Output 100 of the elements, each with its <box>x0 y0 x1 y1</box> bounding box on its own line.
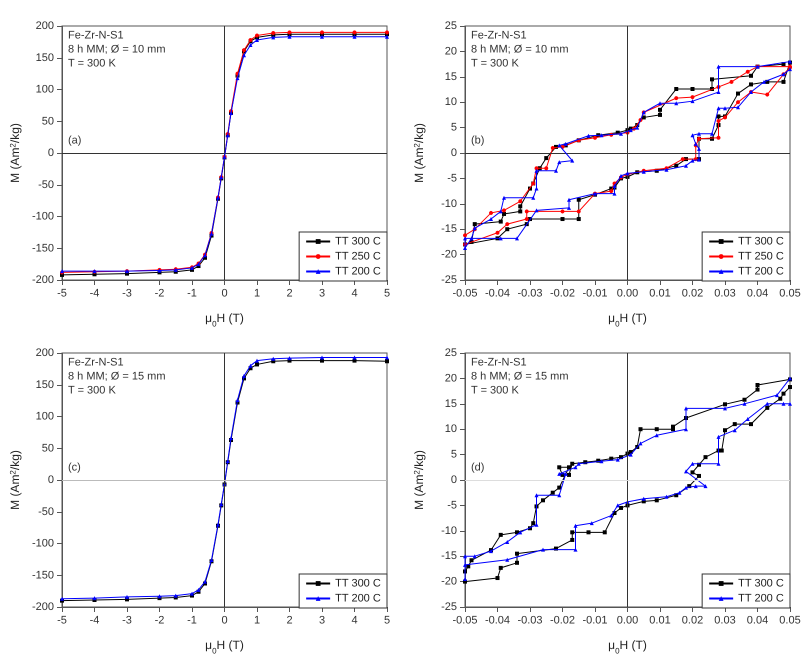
y-axis-title: M (Am2/kg) <box>412 450 426 510</box>
x-tick-label: 0.02 <box>682 614 704 626</box>
y-tick-label: 0 <box>48 147 54 159</box>
legend-label: TT 200 C <box>738 266 784 278</box>
y-tick-label: 150 <box>36 52 54 64</box>
y-tick-label: -15 <box>441 223 457 236</box>
y-tick-label: 25 <box>444 347 457 359</box>
x-tick-label: -4 <box>90 614 100 626</box>
x-tick-label: -0.04 <box>484 288 510 300</box>
x-tick-label: 0.02 <box>682 288 704 300</box>
x-tick-label: -5 <box>57 288 67 300</box>
x-tick-label: 0.03 <box>714 614 736 626</box>
annotation: T = 300 K <box>471 58 520 70</box>
y-tick-label: -50 <box>38 178 54 191</box>
x-tick-label: 4 <box>351 614 358 626</box>
x-tick-label: 5 <box>384 288 390 300</box>
annotation: T = 300 K <box>68 58 116 70</box>
x-tick-label: 0.04 <box>746 288 768 300</box>
y-tick-label: 5 <box>450 122 457 134</box>
y-tick-label: -20 <box>441 248 457 261</box>
x-tick-label: -0.03 <box>517 288 543 300</box>
x-tick-label: 4 <box>351 288 358 300</box>
y-tick-label: -150 <box>32 569 54 582</box>
annotation: 8 h MM; Ø = 10 mm <box>471 44 568 56</box>
y-tick-label: -10 <box>441 524 457 537</box>
y-tick-label: 50 <box>42 442 54 454</box>
x-tick-label: 0.05 <box>779 614 801 626</box>
y-tick-label: -5 <box>447 499 457 512</box>
y-tick-label: 200 <box>36 347 54 359</box>
x-tick-label: -0.02 <box>550 614 576 626</box>
x-tick-label: -2 <box>154 614 164 626</box>
annotation: (d) <box>471 462 484 474</box>
y-tick-label: -5 <box>447 172 457 184</box>
x-tick-label: -0.03 <box>517 614 543 626</box>
y-tick-label: 200 <box>36 20 54 32</box>
x-tick-label: -1 <box>187 288 197 300</box>
y-tick-label: 0 <box>450 147 457 159</box>
y-tick-label: -100 <box>32 538 54 550</box>
y-tick-label: 15 <box>444 398 457 410</box>
annotation: Fe-Zr-N-S1 <box>68 30 124 42</box>
x-tick-label: 3 <box>318 614 326 626</box>
y-tick-label: 10 <box>444 96 457 108</box>
annotation: T = 300 K <box>471 384 520 396</box>
y-tick-label: -200 <box>32 601 54 613</box>
y-tick-label: 10 <box>444 423 457 436</box>
x-tick-label: 0.00 <box>616 288 638 300</box>
x-tick-label: 1 <box>254 288 260 300</box>
x-tick-label: 0 <box>221 288 228 300</box>
legend-label: TT 200 C <box>335 592 381 604</box>
y-tick-label: 15 <box>444 70 457 83</box>
x-tick-label: 0.01 <box>649 288 671 300</box>
y-tick-label: -200 <box>32 274 54 286</box>
y-tick-label: -150 <box>32 242 54 254</box>
x-tick-label: 0.05 <box>779 288 801 300</box>
legend-label: TT 300 C <box>738 236 784 248</box>
x-tick-label: -0.01 <box>582 288 608 300</box>
annotation: (c) <box>68 462 81 474</box>
x-tick-label: 1 <box>254 614 260 626</box>
y-axis-title: M (Am2/kg) <box>8 123 22 183</box>
x-tick-label: -1 <box>187 614 197 626</box>
annotation: (b) <box>471 134 484 146</box>
y-tick-label: 0 <box>450 474 457 486</box>
y-tick-label: 100 <box>36 410 54 422</box>
annotation: Fe-Zr-N-S1 <box>471 30 527 42</box>
y-tick-label: -15 <box>441 550 457 562</box>
annotation: 8 h MM; Ø = 15 mm <box>68 370 166 382</box>
annotation: 8 h MM; Ø = 15 mm <box>471 370 568 382</box>
x-tick-label: 2 <box>286 288 293 300</box>
y-tick-label: 150 <box>36 378 54 391</box>
x-tick-label: -0.01 <box>582 614 608 626</box>
annotation: Fe-Zr-N-S1 <box>471 356 527 368</box>
x-tick-label: 0.03 <box>714 288 736 300</box>
x-tick-label: 0.04 <box>746 614 768 626</box>
y-tick-label: -100 <box>32 210 54 222</box>
legend-label: TT 300 C <box>335 236 381 248</box>
legend-label: TT 250 C <box>335 250 381 262</box>
x-tick-label: 0.00 <box>616 614 638 626</box>
x-tick-label: -0.02 <box>550 288 576 300</box>
x-tick-label: -4 <box>90 288 100 300</box>
x-tick-label: -2 <box>154 288 164 300</box>
y-tick-label: 100 <box>36 84 54 96</box>
x-tick-label: -5 <box>57 614 67 626</box>
x-tick-label: -0.05 <box>452 288 478 300</box>
annotation: Fe-Zr-N-S1 <box>68 356 124 368</box>
annotation: (a) <box>68 134 82 146</box>
y-tick-label: 25 <box>444 20 457 32</box>
y-tick-label: -10 <box>441 198 457 210</box>
legend-label: TT 250 C <box>738 250 784 262</box>
x-tick-label: 2 <box>286 614 293 626</box>
y-tick-label: 20 <box>444 45 457 58</box>
legend-label: TT 200 C <box>335 266 381 278</box>
x-tick-label: -0.04 <box>484 614 510 626</box>
x-tick-label: -3 <box>122 614 132 626</box>
y-tick-label: 50 <box>42 115 54 128</box>
x-tick-label: 0.01 <box>649 614 671 626</box>
annotation: 8 h MM; Ø = 10 mm <box>68 44 166 56</box>
x-tick-label: -3 <box>122 288 132 300</box>
y-axis-title: M (Am2/kg) <box>8 450 22 510</box>
legend-label: TT 300 C <box>335 578 381 590</box>
y-tick-label: -25 <box>441 274 457 286</box>
